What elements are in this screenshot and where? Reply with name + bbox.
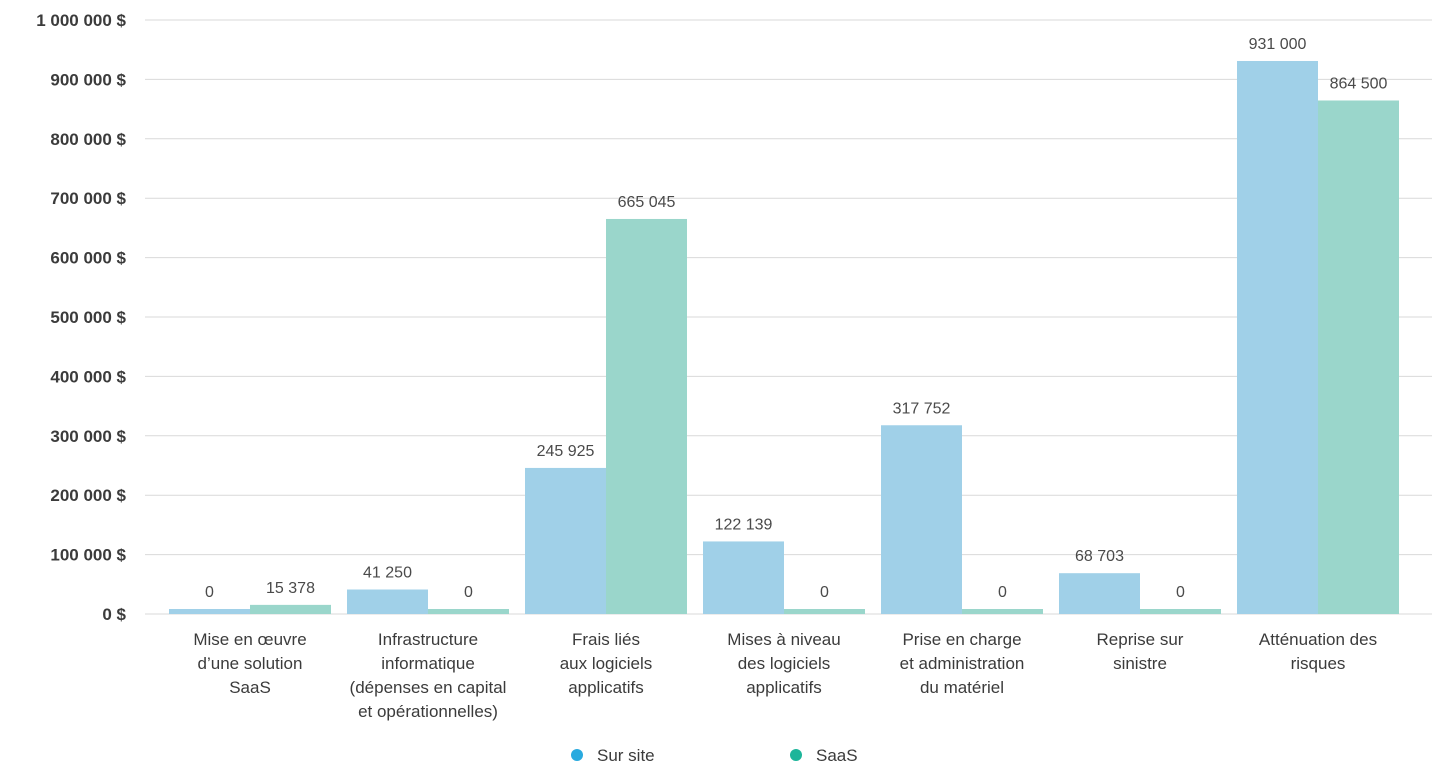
- legend-marker-saas: [790, 749, 802, 761]
- y-tick-label: 400 000 $: [50, 367, 126, 386]
- data-label: 122 139: [715, 516, 773, 533]
- y-tick-label: 600 000 $: [50, 249, 126, 268]
- data-label: 0: [464, 584, 473, 601]
- x-tick-label: Prise en charge et administration du matér…: [900, 630, 1025, 697]
- data-labels: 0 15 378 41 250 0 245 925 665 045 122 139 0 317 …: [205, 36, 1387, 601]
- bar-saas: [1318, 100, 1399, 614]
- bar-sur-site: [881, 425, 962, 614]
- bar-sur-site: [525, 467, 606, 614]
- data-label: 0: [998, 584, 1007, 601]
- x-tick-label: Infrastructure informatique (dépenses en c…: [350, 630, 507, 721]
- data-label: 0: [1176, 584, 1185, 601]
- data-label: 41 250: [363, 564, 412, 581]
- y-tick-label: 800 000 $: [50, 130, 126, 149]
- y-tick-label: 300 000 $: [50, 427, 126, 446]
- bar-saas: [428, 609, 509, 614]
- bar-saas: [606, 218, 687, 615]
- data-label: 0: [820, 584, 829, 601]
- x-tick-label: Atténuation des risques: [1259, 630, 1377, 673]
- x-tick-label: Mise en œuvre d’une solution SaaS: [193, 630, 306, 697]
- y-tick-label: 1 000 000 $: [36, 11, 126, 30]
- y-tick-label: 200 000 $: [50, 486, 126, 505]
- y-tick-label: 100 000 $: [50, 546, 126, 565]
- data-label: 317 752: [893, 400, 951, 417]
- legend-label-sur-site: Sur site: [597, 746, 655, 763]
- gridlines: [145, 19, 1432, 615]
- data-label: 864 500: [1330, 75, 1388, 92]
- x-tick-label: Mises à niveau des logiciels applicatifs: [727, 630, 840, 697]
- data-label: 68 703: [1075, 548, 1124, 565]
- bar-saas: [1140, 609, 1221, 614]
- bar-sur-site: [347, 589, 428, 614]
- data-label: 665 045: [618, 194, 676, 211]
- bars: [169, 60, 1399, 615]
- bar-sur-site: [169, 609, 250, 614]
- bar-sur-site: [1237, 60, 1318, 614]
- x-axis-ticks: Mise en œuvre d’une solution SaaS Infrastru…: [193, 630, 1377, 721]
- legend-item-sur-site: Sur site: [571, 746, 655, 763]
- legend-marker-sur-site: [571, 749, 583, 761]
- bar-saas: [784, 609, 865, 614]
- y-tick-label: 0 $: [102, 605, 126, 624]
- data-label: 245 925: [537, 443, 595, 460]
- bar-saas: [962, 609, 1043, 614]
- y-axis-ticks: 0 $ 100 000 $ 200 000 $ 300 000 $ 400 000 $ 5…: [36, 11, 126, 624]
- data-label: 931 000: [1249, 36, 1307, 53]
- x-tick-label: Reprise sur sinistre: [1097, 630, 1184, 673]
- y-tick-label: 700 000 $: [50, 189, 126, 208]
- data-label: 0: [205, 584, 214, 601]
- bar-sur-site: [1059, 573, 1140, 614]
- y-tick-label: 500 000 $: [50, 308, 126, 327]
- legend-label-saas: SaaS: [816, 746, 858, 763]
- y-tick-label: 900 000 $: [50, 70, 126, 89]
- legend-item-saas: SaaS: [790, 746, 858, 763]
- data-label: 15 378: [266, 580, 315, 597]
- x-tick-label: Frais liés aux logiciels applicatifs: [560, 630, 653, 697]
- bar-saas: [250, 604, 331, 614]
- bar-sur-site: [703, 541, 784, 614]
- legend: Sur site SaaS: [571, 746, 858, 763]
